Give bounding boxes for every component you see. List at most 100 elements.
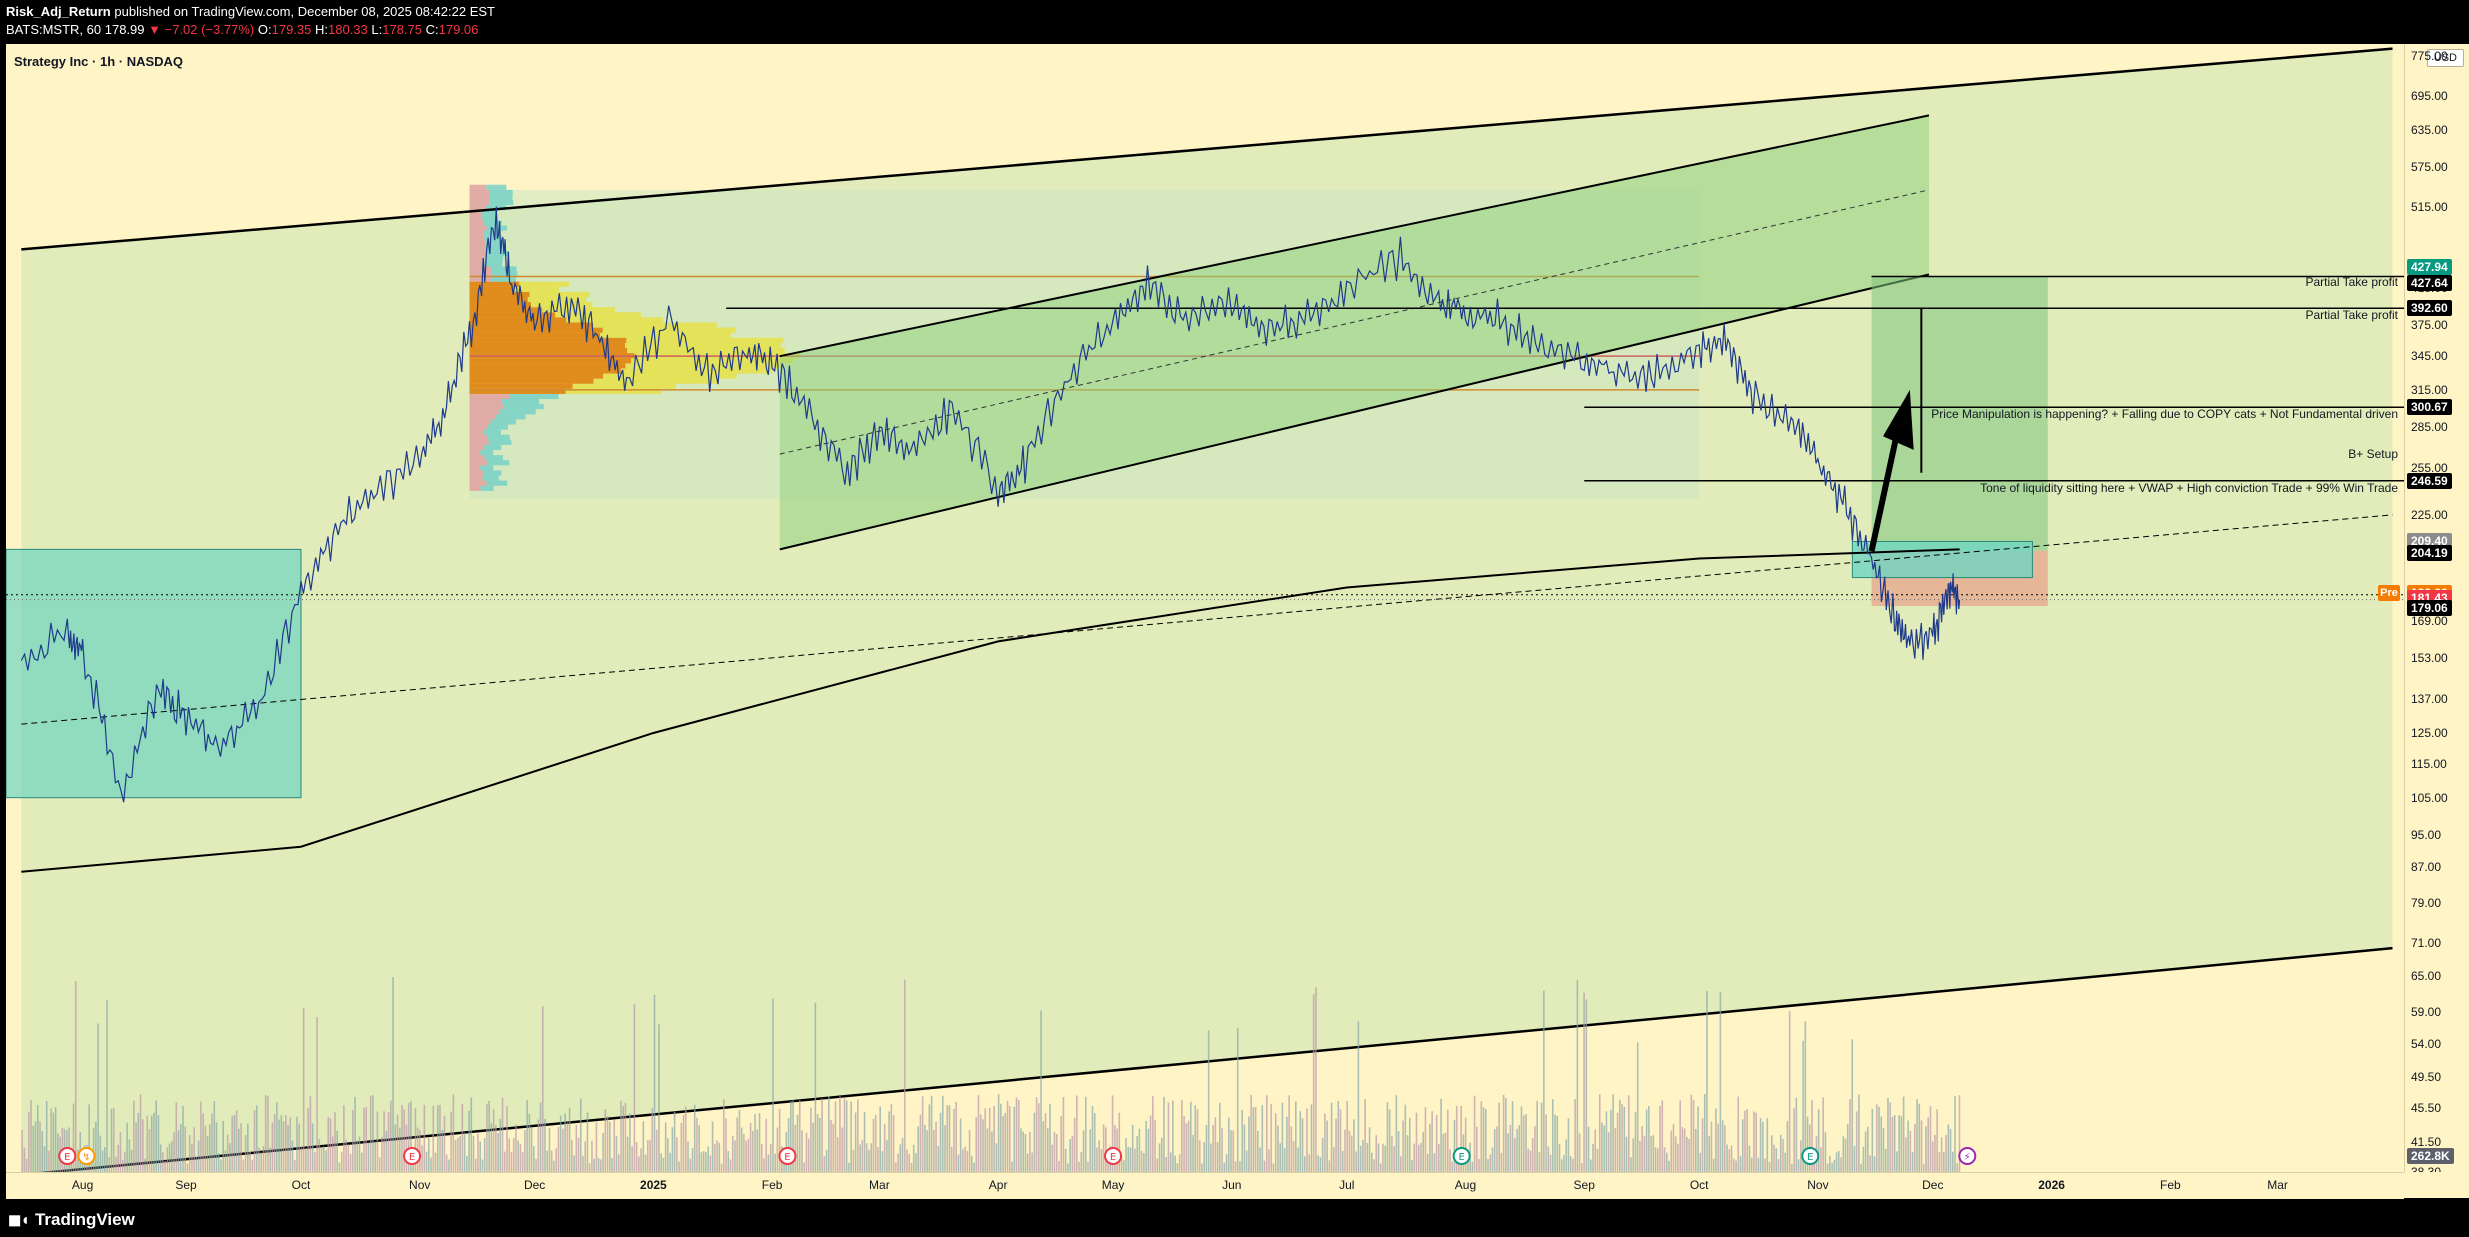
volume-bar <box>180 1124 182 1172</box>
volume-bar <box>1094 1113 1096 1172</box>
volume-bar <box>1367 1143 1369 1172</box>
volume-bar <box>1518 1125 1520 1172</box>
volume-profile-bar <box>470 261 485 266</box>
volume-bar <box>178 1130 180 1172</box>
volume-bar <box>41 1131 43 1172</box>
volume-bar <box>929 1104 931 1172</box>
volume-bar <box>618 1154 620 1172</box>
volume-bar <box>701 1152 703 1172</box>
price-tick-label: 79.00 <box>2411 896 2441 910</box>
time-axis[interactable]: Aug Sep Oct Nov Dec 2025 Feb Mar Apr May Jun Jul Aug… <box>6 1172 2404 1199</box>
price-tick-label: 49.50 <box>2411 1070 2441 1084</box>
volume-bar <box>1040 1010 1042 1172</box>
volume-bar <box>249 1152 251 1172</box>
earnings-marker-icon[interactable]: E <box>404 1148 420 1164</box>
earnings-marker-icon[interactable]: E <box>59 1148 75 1164</box>
chart-canvas[interactable]: E ↯ E E E E E ⚡ <box>6 44 2404 1172</box>
author-name[interactable]: Risk_Adj_Return <box>6 4 111 19</box>
volume-bar <box>870 1143 872 1172</box>
tradingview-logo[interactable]: ◼◖ TradingView <box>8 1210 135 1230</box>
volume-bar <box>538 1120 540 1172</box>
volume-bar <box>535 1159 537 1172</box>
volume-profile-bar <box>501 399 539 404</box>
volume-bar <box>1284 1148 1286 1172</box>
volume-bar <box>1729 1149 1731 1172</box>
volume-bar <box>710 1155 712 1172</box>
volume-bar <box>873 1119 875 1172</box>
volume-bar <box>1369 1127 1371 1172</box>
earnings-marker-icon[interactable]: E <box>1802 1148 1818 1164</box>
volume-bar <box>743 1134 745 1172</box>
volume-profile-bar <box>489 200 513 205</box>
earnings-marker-icon[interactable]: ↯ <box>78 1148 94 1164</box>
volume-bar <box>1396 1095 1398 1172</box>
volume-bar <box>258 1148 260 1172</box>
volume-bar <box>1443 1134 1445 1172</box>
volume-profile-bar <box>470 481 487 486</box>
volume-bar <box>560 1116 562 1172</box>
volume-bar <box>1659 1106 1661 1172</box>
volume-bar <box>1201 1164 1203 1172</box>
volume-bar <box>363 1108 365 1172</box>
volume-bar <box>1905 1137 1907 1172</box>
volume-bar <box>1880 1117 1882 1172</box>
volume-bar <box>281 1115 283 1172</box>
volume-bar <box>21 1130 23 1172</box>
volume-bar <box>1480 1101 1482 1172</box>
volume-bar <box>569 1108 571 1172</box>
volume-profile-bar <box>470 465 481 470</box>
volume-bar <box>770 1144 772 1172</box>
earnings-marker-icon[interactable]: ⚡ <box>1959 1148 1975 1164</box>
volume-bar <box>144 1159 146 1172</box>
volume-bar <box>1409 1118 1411 1172</box>
volume-bar <box>120 1132 122 1172</box>
volume-bar <box>470 1097 472 1172</box>
volume-bar <box>1074 1118 1076 1172</box>
volume-bar <box>1279 1143 1281 1172</box>
price-tick-label: 87.00 <box>2411 860 2441 874</box>
volume-bar <box>113 1108 115 1172</box>
volume-bar <box>1536 1101 1538 1172</box>
volume-profile-bar <box>626 363 782 368</box>
volume-bar <box>1063 1097 1065 1172</box>
price-axis[interactable]: USD 775.00695.00635.00575.00515.00415.00… <box>2404 44 2469 1172</box>
volume-bar <box>1733 1159 1735 1172</box>
volume-bar <box>225 1150 227 1172</box>
time-tick-label: Apr <box>989 1178 1008 1192</box>
volume-bar <box>634 1004 636 1172</box>
volume-profile-bar <box>510 394 559 399</box>
earnings-marker-icon[interactable]: E <box>1105 1148 1121 1164</box>
time-tick-label: Feb <box>2160 1178 2181 1192</box>
volume-bar <box>209 1125 211 1172</box>
entry-box <box>1852 541 2032 577</box>
volume-bar <box>1364 1099 1366 1172</box>
earnings-marker-icon[interactable]: E <box>779 1148 795 1164</box>
volume-bar <box>1523 1115 1525 1172</box>
price-tick-label: 169.00 <box>2411 614 2448 628</box>
volume-bar <box>439 1105 441 1172</box>
volume-bar <box>1472 1162 1474 1172</box>
volume-bar <box>1262 1105 1264 1172</box>
volume-bar <box>1684 1128 1686 1172</box>
volume-bar <box>1235 1161 1237 1172</box>
volume-bar <box>1939 1152 1941 1172</box>
volume-profile-bar <box>470 368 621 373</box>
manipulation-note: Price Manipulation is happening? + Falli… <box>1931 407 2398 421</box>
volume-bar <box>964 1147 966 1172</box>
volume-bar <box>687 1141 689 1172</box>
high-label: H: <box>315 22 328 37</box>
volume-bar <box>1458 1164 1460 1172</box>
earnings-marker-icon[interactable]: E <box>1454 1148 1470 1164</box>
volume-bar <box>1512 1101 1514 1172</box>
volume-bar <box>609 1122 611 1172</box>
volume-bar <box>1034 1113 1036 1172</box>
volume-bar <box>1550 1155 1552 1172</box>
volume-profile-bar <box>483 475 499 480</box>
volume-bar <box>213 1101 215 1172</box>
volume-bar <box>1118 1113 1120 1172</box>
volume-bar <box>1581 1163 1583 1172</box>
volume-profile-bar <box>600 333 731 338</box>
volume-bar <box>1199 1140 1201 1172</box>
volume-bar <box>1657 1148 1659 1172</box>
chart-pane[interactable]: E ↯ E E E E E ⚡ Strategy Inc · 1h · NASDAQ Part… <box>6 44 2404 1172</box>
